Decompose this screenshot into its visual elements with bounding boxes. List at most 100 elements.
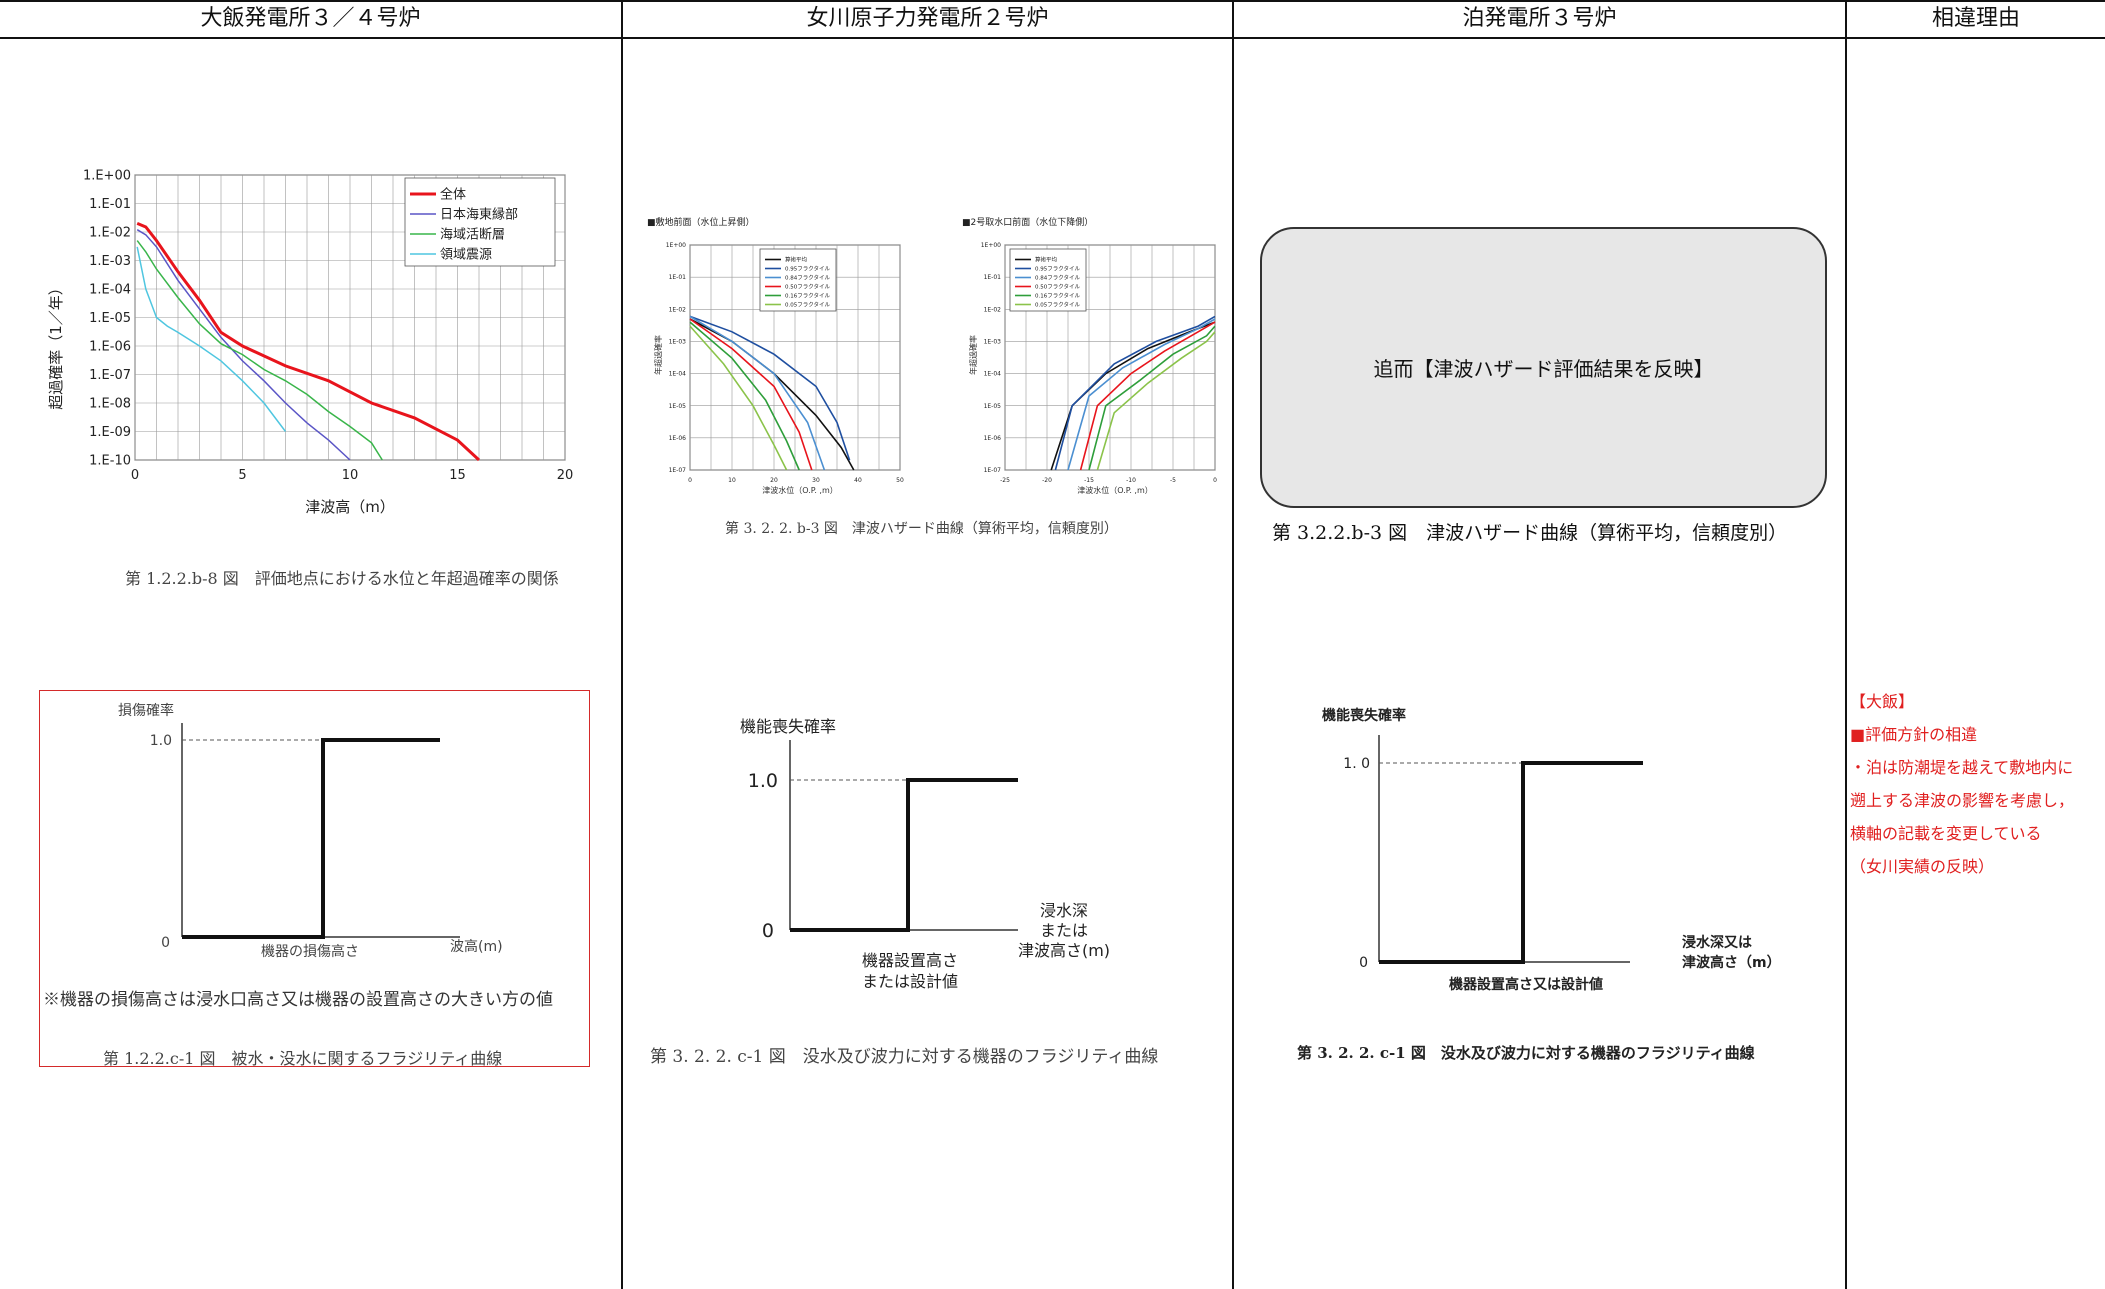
reason-line-4: 遡上する津波の影響を考慮し， bbox=[1850, 791, 2075, 810]
onagawa-right-legend-label: 0.95フラクタイル bbox=[1035, 264, 1081, 272]
onagawa-left-series-line bbox=[689, 315, 826, 471]
ohi-frag-y0: 0 bbox=[161, 935, 170, 951]
tomari-frag-xlabel-end-2: 津波高さ（m） bbox=[1682, 954, 1781, 971]
reason-line-2: ■評価方針の相違 bbox=[1850, 725, 1978, 744]
ohi-hazard-ytick-label: 1.E-02 bbox=[89, 226, 131, 241]
onagawa-fragility-chart: 機能喪失確率 1.0 0 機器設置高さ または設計値 浸水深 または 津波高さ(… bbox=[740, 717, 1110, 991]
tomari-pending-placeholder: 追而【津波ハザード評価結果を反映】 bbox=[1260, 227, 1827, 508]
onagawa-right-legend-label: 0.05フラクタイル bbox=[1035, 300, 1081, 308]
ohi-hazard-xtick-label: 20 bbox=[557, 468, 574, 483]
tomari-frag-xlabel-end-1: 浸水深又は bbox=[1682, 934, 1752, 951]
ohi-hazard-ytick-label: 1.E-08 bbox=[89, 397, 131, 412]
onagawa-left-legend-label: 0.95フラクタイル bbox=[785, 264, 831, 272]
onagawa-right-series-line bbox=[1067, 318, 1216, 471]
onagawa-frag-xlabel-end-2: または bbox=[1040, 921, 1088, 940]
onagawa-left-legend-label: 算術平均 bbox=[785, 255, 808, 263]
onagawa-hazard-left-chart: ■敷地前面（水位上昇側） 1E+00 1E-01 1E-02 1E-03 1E-04 1E… bbox=[647, 216, 904, 495]
onagawa-right-ytick-label: 1E-03 bbox=[984, 339, 1002, 346]
onagawa-left-ytick-label: 1E-03 bbox=[669, 339, 687, 346]
header-bottom-border bbox=[0, 37, 2105, 39]
ohi-hazard-ytick-label: 1.E-06 bbox=[89, 340, 131, 355]
column-divider-1 bbox=[621, 0, 623, 1289]
onagawa-right-xtick-label: -5 bbox=[1170, 477, 1176, 484]
ohi-hazard-caption: 第 1.2.2.b-8 図 評価地点における水位と年超過確率の関係 bbox=[125, 569, 559, 588]
reason-line-5: 横軸の記載を変更している bbox=[1850, 824, 2042, 843]
ohi-frag-xlabel-mid: 機器の損傷高さ bbox=[261, 943, 359, 960]
onagawa-frag-ylabel: 機能喪失確率 bbox=[740, 717, 836, 736]
tomari-frag-y0: 0 bbox=[1359, 955, 1368, 971]
header-reason: 相違理由 bbox=[1931, 6, 2020, 31]
ohi-hazard-legend-label: 海域活断層 bbox=[440, 228, 505, 243]
onagawa-right-title: ■2号取水口前面（水位下降側） bbox=[962, 216, 1093, 228]
ohi-hazard-ytick-label: 1.E-07 bbox=[89, 368, 131, 383]
onagawa-left-legend-label: 0.16フラクタイル bbox=[785, 291, 831, 299]
onagawa-fragility-caption: 第 3. 2. 2. c-1 図 没水及び波力に対する機器のフラジリティ曲線 bbox=[650, 1047, 1159, 1067]
onagawa-hazard-right-chart: ■2号取水口前面（水位下降側） 1E+00 1E-01 1E-02 1E-03 1E-0… bbox=[962, 216, 1217, 495]
onagawa-left-series-line bbox=[689, 318, 813, 471]
onagawa-right-xtick-label: 0 bbox=[1213, 477, 1217, 484]
ohi-hazard-xtick-label: 0 bbox=[131, 468, 139, 483]
onagawa-right-xlabel: 津波水位（O.P. ,m） bbox=[1077, 485, 1153, 495]
onagawa-left-xtick-label: 0 bbox=[688, 477, 692, 484]
reason-line-3: ・泊は防潮堤を越えて敷地内に bbox=[1850, 758, 2074, 777]
onagawa-right-ytick-label: 1E-07 bbox=[984, 467, 1002, 474]
onagawa-right-legend-label: 0.50フラクタイル bbox=[1035, 282, 1081, 290]
onagawa-right-legend-label: 0.16フラクタイル bbox=[1035, 291, 1081, 299]
onagawa-right-ytick-label: 1E+00 bbox=[981, 242, 1001, 249]
header-onagawa: 女川原子力発電所２号炉 bbox=[806, 6, 1049, 31]
onagawa-right-legend-label: 0.84フラクタイル bbox=[1035, 273, 1081, 281]
ohi-hazard-series-line bbox=[136, 246, 287, 432]
ohi-hazard-legend-label: 領域震源 bbox=[440, 247, 492, 263]
ohi-frag-y1: 1.0 bbox=[150, 733, 172, 749]
ohi-hazard-chart: 1.E+00 1.E-01 1.E-02 1.E-03 1.E-04 1.E-05 1.E-… bbox=[47, 169, 574, 516]
onagawa-right-ytick-label: 1E-04 bbox=[984, 371, 1002, 378]
header-tomari: 泊発電所３号炉 bbox=[1462, 6, 1617, 31]
header-ohi: 大飯発電所３／４号炉 bbox=[200, 6, 421, 31]
ohi-hazard-xtick-label: 10 bbox=[342, 468, 359, 483]
onagawa-left-xlabel: 津波水位（O.P. ,m） bbox=[762, 485, 838, 495]
ohi-fragility-caption: 第 1.2.2.c-1 図 被水・没水に関するフラジリティ曲線 bbox=[103, 1049, 503, 1068]
reason-line-1: 【大飯】 bbox=[1850, 692, 1915, 711]
onagawa-left-series-line bbox=[689, 315, 851, 461]
ohi-hazard-legend-label: 全体 bbox=[440, 187, 466, 203]
tomari-frag-y1: 1. 0 bbox=[1343, 756, 1370, 772]
column-divider-2 bbox=[1232, 0, 1234, 1289]
table-top-border bbox=[0, 0, 2105, 2]
ohi-hazard-legend-label: 日本海東縁部 bbox=[440, 207, 518, 223]
ohi-hazard-series-line bbox=[136, 240, 383, 461]
onagawa-left-ytick-label: 1E+00 bbox=[666, 242, 686, 249]
onagawa-right-ytick-label: 1E-01 bbox=[984, 274, 1002, 281]
ohi-fragility-frame bbox=[39, 690, 590, 1067]
ohi-hazard-ytick-label: 1.E+00 bbox=[83, 169, 131, 184]
ohi-hazard-ytick-label: 1.E-09 bbox=[89, 425, 131, 440]
onagawa-right-series-line bbox=[1088, 325, 1216, 471]
onagawa-right-ytick-label: 1E-06 bbox=[984, 435, 1002, 442]
onagawa-frag-y0: 0 bbox=[762, 920, 774, 942]
onagawa-left-legend-label: 0.05フラクタイル bbox=[785, 300, 831, 308]
onagawa-left-ytick-label: 1E-02 bbox=[669, 306, 687, 313]
onagawa-frag-xlabel-end-1: 浸水深 bbox=[1040, 901, 1088, 920]
column-divider-3 bbox=[1845, 0, 1847, 1289]
ohi-hazard-xtick-label: 5 bbox=[238, 468, 246, 483]
onagawa-right-xtick-label: -15 bbox=[1084, 477, 1094, 484]
ohi-hazard-ytick-label: 1.E-03 bbox=[89, 254, 131, 269]
onagawa-left-series-line bbox=[689, 325, 788, 471]
onagawa-right-xtick-label: -10 bbox=[1126, 477, 1136, 484]
onagawa-left-xtick-label: 40 bbox=[854, 477, 862, 484]
onagawa-right-series-line bbox=[1054, 315, 1216, 471]
onagawa-right-xtick-label: -20 bbox=[1042, 477, 1052, 484]
onagawa-right-xtick-label: -25 bbox=[1000, 477, 1010, 484]
onagawa-left-ytick-label: 1E-06 bbox=[669, 435, 687, 442]
onagawa-hazard-caption: 第 3. 2. 2. b-3 図 津波ハザード曲線（算術平均，信頼度別） bbox=[725, 521, 1118, 537]
ohi-hazard-ytick-label: 1.E-01 bbox=[89, 197, 131, 212]
tomari-fragility-chart: 機能喪失確率 1. 0 0 機器設置高さ又は設計値 浸水深又は 津波高さ（m） bbox=[1322, 707, 1781, 993]
reason-line-6: （女川実績の反映） bbox=[1850, 857, 1995, 876]
ohi-frag-ylabel: 損傷確率 bbox=[118, 702, 174, 719]
onagawa-left-ytick-label: 1E-01 bbox=[669, 274, 687, 281]
onagawa-frag-xlabel-mid-1: 機器設置高さ bbox=[862, 951, 958, 970]
ohi-hazard-series-line bbox=[136, 222, 481, 462]
ohi-xlabel: 津波高（m） bbox=[305, 498, 395, 516]
ohi-hazard-ytick-label: 1.E-04 bbox=[89, 283, 131, 298]
onagawa-left-xtick-label: 50 bbox=[896, 477, 904, 484]
onagawa-right-ytick-label: 1E-02 bbox=[984, 306, 1002, 313]
